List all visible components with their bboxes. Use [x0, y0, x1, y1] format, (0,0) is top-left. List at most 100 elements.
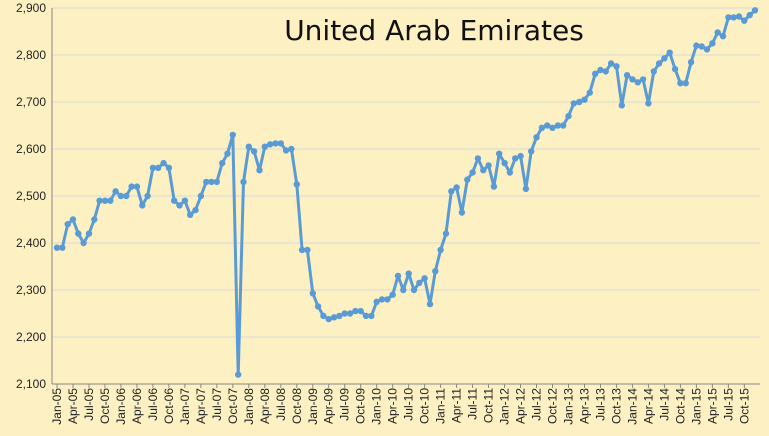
x-axis-tick-labels: Jan-05 Apr-05 Jul-05 Oct-05 Jan-06 Apr-06 Jul-…: [50, 384, 751, 425]
data-point: [410, 286, 418, 294]
data-point: [432, 268, 439, 275]
data-point: [480, 167, 487, 174]
data-point: [597, 66, 604, 74]
data-point: [570, 100, 577, 107]
data-point: [123, 192, 130, 200]
data-point: [213, 178, 220, 186]
data-point: [448, 188, 455, 195]
data-point: [416, 279, 423, 287]
data-point: [655, 60, 663, 67]
x-tick-label: Apr-05: [66, 388, 80, 424]
x-tick-label: Apr-09: [322, 388, 336, 424]
data-point: [219, 159, 226, 167]
data-point: [59, 244, 66, 251]
x-tick-label: Jul-14: [657, 388, 671, 421]
x-tick-label: Jul-10: [402, 388, 416, 421]
data-point: [687, 58, 695, 66]
gridlines: [52, 7, 760, 385]
data-point: [85, 230, 93, 237]
data-point: [421, 275, 428, 282]
data-point: [139, 202, 146, 209]
data-point: [325, 315, 332, 323]
data-point: [533, 134, 540, 141]
data-point: [735, 13, 743, 20]
x-tick-label: Jul-11: [466, 388, 480, 420]
data-point: [282, 147, 290, 154]
data-point: [389, 291, 396, 298]
data-point: [474, 155, 482, 162]
data-point: [741, 17, 748, 24]
data-point: [623, 72, 631, 79]
data-point: [746, 11, 753, 19]
data-point: [592, 70, 599, 78]
y-axis-tick-labels: 2,100 2,200 2,300 2,400 2,500 2,600 2,700 2,800…: [16, 1, 46, 391]
data-point: [400, 286, 407, 294]
data-point: [581, 96, 588, 103]
data-point: [634, 79, 641, 86]
data-point: [149, 164, 157, 171]
data-point: [464, 176, 471, 183]
data-point: [501, 159, 508, 167]
data-point: [650, 68, 657, 75]
data-point: [698, 43, 705, 50]
x-tick-label: Jan-05: [50, 388, 64, 425]
data-point: [709, 40, 716, 47]
data-point: [666, 49, 673, 56]
y-tick-label: 2,300: [16, 283, 46, 297]
data-point: [53, 244, 61, 251]
data-point: [133, 183, 141, 190]
data-point: [485, 162, 492, 169]
x-tick-label: Jul-06: [146, 388, 160, 421]
data-point: [602, 68, 609, 75]
data-point: [261, 143, 268, 150]
data-point: [341, 310, 348, 317]
x-tick-label: Apr-06: [130, 388, 144, 424]
data-point: [458, 209, 466, 216]
data-point: [64, 221, 71, 228]
x-tick-label: Jan-09: [306, 388, 320, 425]
data-point: [69, 216, 77, 223]
data-point: [203, 178, 210, 186]
data-point: [586, 89, 593, 96]
data-point: [368, 312, 375, 320]
data-point: [336, 312, 343, 320]
data-point: [117, 192, 125, 200]
data-point: [250, 148, 258, 155]
data-point: [490, 183, 498, 190]
x-tick-label: Jul-13: [593, 388, 607, 421]
x-tick-label: Oct-09: [354, 388, 368, 424]
data-point: [378, 296, 386, 303]
data-point: [320, 312, 327, 320]
y-tick-label: 2,400: [16, 236, 46, 250]
x-tick-label: Jan-08: [242, 388, 256, 425]
x-tick-label: Oct-10: [418, 388, 432, 424]
data-point: [437, 246, 444, 254]
axes: [51, 8, 760, 385]
x-tick-label: Jul-15: [721, 388, 735, 421]
x-tick-label: Oct-05: [98, 388, 112, 424]
data-point: [682, 80, 689, 87]
data-point: [469, 169, 476, 176]
data-point: [155, 164, 162, 171]
x-tick-label: Jan-14: [625, 388, 639, 425]
data-point: [522, 185, 530, 193]
y-tick-label: 2,100: [16, 377, 46, 391]
data-point: [565, 112, 572, 120]
data-point: [330, 314, 338, 321]
x-tick-label: Jan-07: [178, 388, 192, 425]
x-tick-label: Jan-11: [434, 388, 448, 424]
x-tick-label: Oct-06: [162, 388, 176, 424]
data-point: [266, 141, 274, 148]
data-point: [352, 307, 359, 315]
x-tick-label: Jan-12: [498, 388, 512, 425]
data-point: [607, 60, 615, 67]
data-point: [314, 303, 322, 310]
data-point: [298, 246, 306, 254]
data-point: [96, 197, 103, 204]
data-point: [144, 192, 151, 200]
y-tick-label: 2,200: [16, 330, 46, 344]
data-point: [357, 307, 364, 315]
data-point: [560, 122, 567, 129]
data-point: [304, 246, 311, 254]
